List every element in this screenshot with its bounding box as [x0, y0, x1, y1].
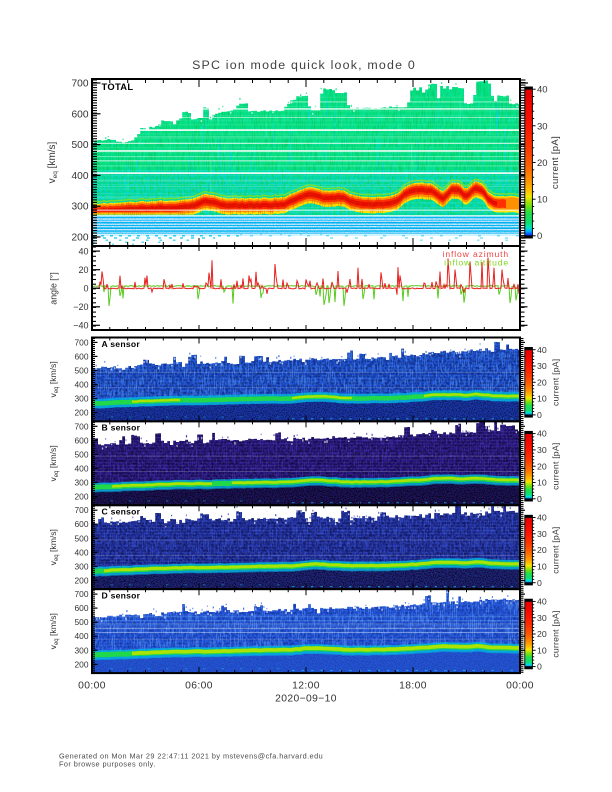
- svg-text:40: 40: [537, 597, 547, 607]
- svg-text:30: 30: [537, 613, 547, 623]
- svg-text:600: 600: [75, 351, 89, 361]
- svg-text:600: 600: [72, 109, 89, 120]
- svg-text:400: 400: [75, 463, 89, 473]
- svg-text:C sensor: C sensor: [102, 507, 141, 517]
- svg-text:current [pA]: current [pA]: [551, 610, 561, 657]
- svg-text:−20: −20: [73, 302, 88, 312]
- svg-text:TOTAL: TOTAL: [102, 81, 134, 92]
- svg-text:200: 200: [72, 233, 89, 244]
- svg-text:10: 10: [537, 562, 547, 572]
- svg-text:0: 0: [537, 494, 542, 504]
- svg-text:400: 400: [75, 547, 89, 557]
- svg-text:20: 20: [537, 545, 547, 555]
- svg-text:current [pA]: current [pA]: [551, 526, 561, 573]
- svg-text:00:00: 00:00: [78, 681, 106, 692]
- svg-text:40: 40: [78, 246, 88, 256]
- svg-text:current [pA]: current [pA]: [550, 136, 561, 189]
- svg-text:20: 20: [537, 158, 548, 169]
- svg-text:400: 400: [75, 380, 89, 390]
- svg-text:200: 200: [75, 408, 89, 418]
- svg-text:2020−09−10: 2020−09−10: [275, 694, 337, 705]
- svg-text:20: 20: [78, 265, 88, 275]
- svg-text:40: 40: [537, 513, 547, 523]
- svg-text:0: 0: [537, 410, 542, 420]
- svg-text:500: 500: [75, 617, 89, 627]
- svg-text:300: 300: [75, 394, 89, 404]
- svg-text:40: 40: [537, 85, 548, 96]
- svg-text:12:00: 12:00: [292, 681, 320, 692]
- svg-text:40: 40: [537, 429, 547, 439]
- svg-text:700: 700: [75, 421, 89, 431]
- svg-text:inflow altitude: inflow altitude: [444, 258, 509, 268]
- svg-text:200: 200: [75, 492, 89, 502]
- svg-text:700: 700: [75, 589, 89, 599]
- svg-text:inflow azimuth: inflow azimuth: [443, 249, 509, 259]
- svg-text:700: 700: [75, 337, 89, 347]
- svg-text:300: 300: [75, 478, 89, 488]
- svg-text:06:00: 06:00: [185, 681, 213, 692]
- svg-text:For browse purposes only.: For browse purposes only.: [59, 759, 156, 768]
- svg-text:700: 700: [72, 79, 89, 90]
- svg-text:20: 20: [537, 629, 547, 639]
- svg-text:20: 20: [537, 461, 547, 471]
- svg-text:300: 300: [75, 561, 89, 571]
- svg-text:600: 600: [75, 603, 89, 613]
- svg-text:300: 300: [72, 202, 89, 213]
- svg-text:10: 10: [537, 645, 547, 655]
- svg-text:B sensor: B sensor: [102, 423, 141, 433]
- svg-text:300: 300: [75, 645, 89, 655]
- svg-text:D sensor: D sensor: [102, 591, 141, 601]
- svg-text:600: 600: [75, 519, 89, 529]
- svg-text:current [pA]: current [pA]: [551, 443, 561, 490]
- svg-text:18:00: 18:00: [399, 681, 427, 692]
- svg-text:500: 500: [75, 533, 89, 543]
- svg-text:400: 400: [75, 631, 89, 641]
- svg-text:700: 700: [75, 505, 89, 515]
- svg-text:20: 20: [537, 377, 547, 387]
- svg-text:40: 40: [537, 345, 547, 355]
- svg-text:0: 0: [83, 283, 88, 293]
- svg-text:500: 500: [75, 366, 89, 376]
- svg-text:0: 0: [537, 662, 542, 672]
- svg-text:00:00: 00:00: [506, 681, 534, 692]
- svg-text:600: 600: [75, 435, 89, 445]
- svg-text:0: 0: [537, 578, 542, 588]
- svg-text:400: 400: [72, 171, 89, 182]
- svg-text:−40: −40: [73, 321, 88, 331]
- svg-text:200: 200: [75, 576, 89, 586]
- svg-text:angle [°]: angle [°]: [49, 272, 59, 304]
- svg-text:A sensor: A sensor: [102, 339, 141, 349]
- svg-text:SPC ion mode quick look, mode: SPC ion mode quick look, mode 0: [192, 58, 416, 72]
- svg-text:30: 30: [537, 361, 547, 371]
- svg-text:Generated on Mon Mar 29 22:47:: Generated on Mon Mar 29 22:47:11 2021 by…: [59, 751, 323, 760]
- svg-text:200: 200: [75, 659, 89, 669]
- svg-text:30: 30: [537, 529, 547, 539]
- svg-text:10: 10: [537, 478, 547, 488]
- svg-text:current [pA]: current [pA]: [551, 359, 561, 406]
- svg-text:0: 0: [537, 231, 542, 242]
- svg-text:500: 500: [72, 140, 89, 151]
- svg-text:30: 30: [537, 445, 547, 455]
- svg-text:10: 10: [537, 394, 547, 404]
- svg-text:30: 30: [537, 121, 548, 132]
- svg-text:500: 500: [75, 449, 89, 459]
- svg-text:10: 10: [537, 195, 548, 206]
